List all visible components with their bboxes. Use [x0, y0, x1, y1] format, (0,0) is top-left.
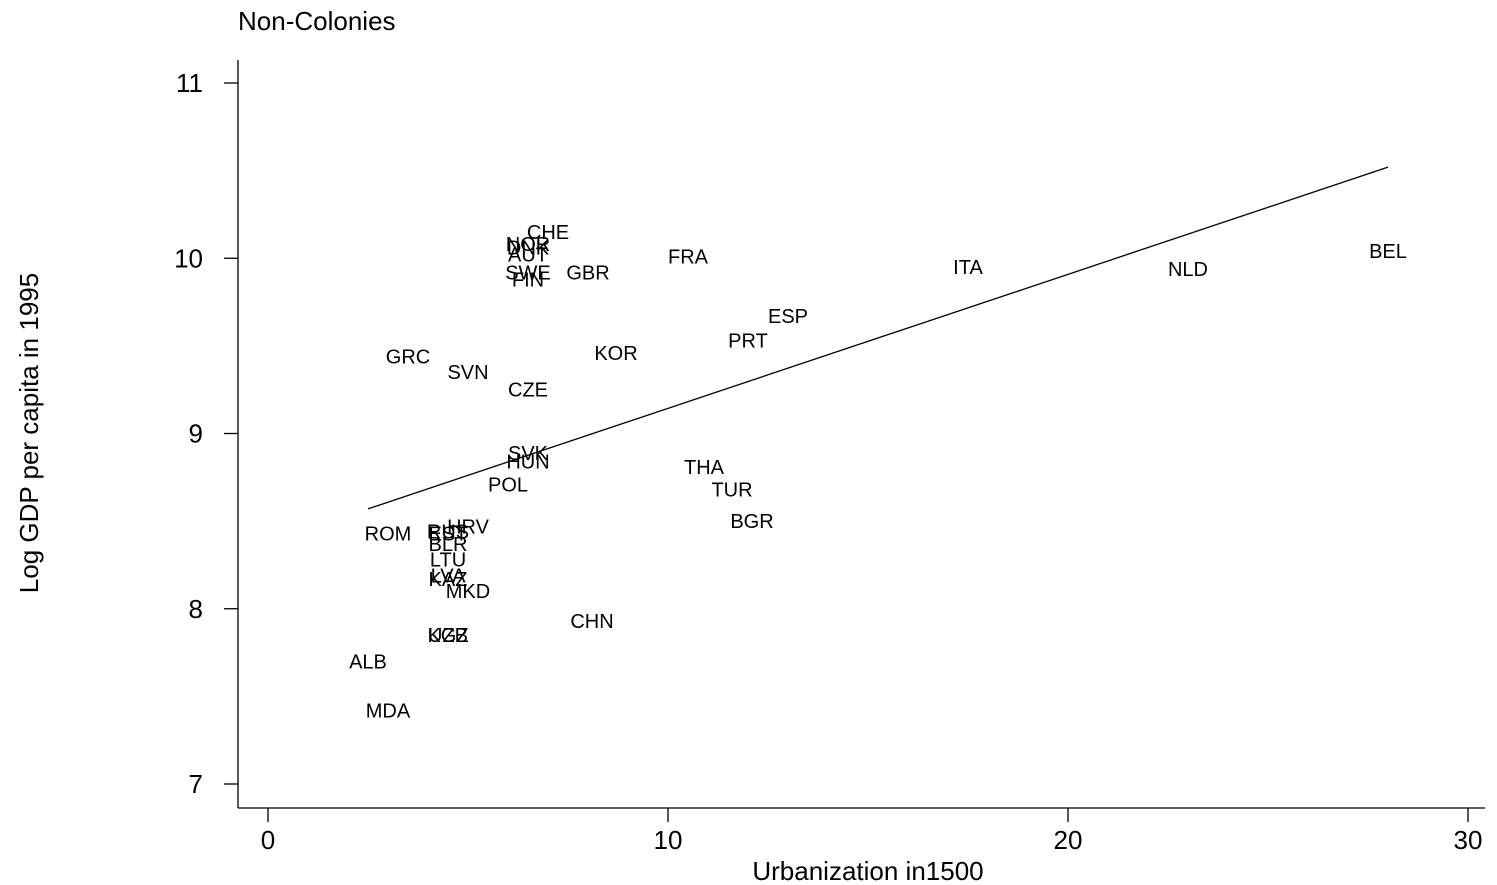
y-tick-label: 8: [189, 594, 203, 624]
y-tick-label: 11: [176, 68, 203, 98]
x-tick-label: 10: [654, 825, 683, 855]
point-label-grc: GRC: [386, 346, 430, 368]
y-tick-label: 10: [174, 243, 203, 273]
point-label-tur: TUR: [711, 480, 752, 502]
point-label-bel: BEL: [1369, 241, 1407, 263]
point-label-chn: CHN: [570, 611, 613, 633]
point-label-svk: SVK: [508, 443, 549, 465]
point-label-est: EST: [429, 523, 468, 545]
point-label-kor: KOR: [594, 343, 637, 365]
x-tick-label: 0: [261, 825, 275, 855]
point-label-fra: FRA: [668, 246, 709, 268]
point-label-ita: ITA: [953, 257, 983, 279]
point-label-bgr: BGR: [730, 511, 773, 533]
point-label-blr: BLR: [429, 534, 468, 556]
ticks: 0 10 20 30 7 8 9 10 11: [174, 68, 1482, 855]
point-label-rom: ROM: [365, 523, 412, 545]
point-label-pol: POL: [488, 474, 528, 496]
point-label-prt: PRT: [728, 331, 768, 353]
point-label-aut: AUT: [508, 245, 548, 267]
point-label-uzb: UZB: [428, 625, 468, 647]
point-label-mda: MDA: [366, 700, 411, 722]
point-label-mkd: MKD: [446, 581, 490, 603]
point-label-kaz: KAZ: [429, 569, 468, 591]
point-label-alb: ALB: [349, 651, 387, 673]
point-label-svn: SVN: [447, 362, 488, 384]
x-tick-label: 30: [1454, 825, 1483, 855]
x-axis-label: Urbanization in1500: [752, 856, 983, 885]
y-tick-label: 7: [189, 769, 203, 799]
point-label-lva: LVA: [431, 565, 466, 587]
point-label-cze: CZE: [508, 380, 548, 402]
point-label-gbr: GBR: [566, 262, 609, 284]
axes: [237, 60, 1485, 809]
point-label-dnk: DNK: [507, 238, 550, 260]
point-label-hrv: HRV: [447, 516, 490, 538]
point-label-nld: NLD: [1168, 259, 1208, 281]
point-label-rus: RUS: [427, 522, 469, 544]
point-label-esp: ESP: [768, 306, 808, 328]
point-label-hun: HUN: [506, 452, 549, 474]
point-label-nor: NOR: [506, 234, 550, 256]
y-tick-label: 9: [189, 419, 203, 449]
point-label-ltu: LTU: [430, 550, 466, 572]
chart-title: Non-Colonies: [238, 6, 396, 36]
point-label-kgz: KGZ: [427, 625, 468, 647]
y-axis-label: Log GDP per capita in 1995: [14, 273, 44, 593]
point-label-tha: THA: [684, 457, 725, 479]
fit-line: [367, 166, 1389, 510]
point-label-swe: SWE: [505, 262, 551, 284]
x-tick-label: 20: [1054, 825, 1083, 855]
point-label-fin: FIN: [512, 269, 544, 291]
point-label-che: CHE: [527, 222, 569, 244]
